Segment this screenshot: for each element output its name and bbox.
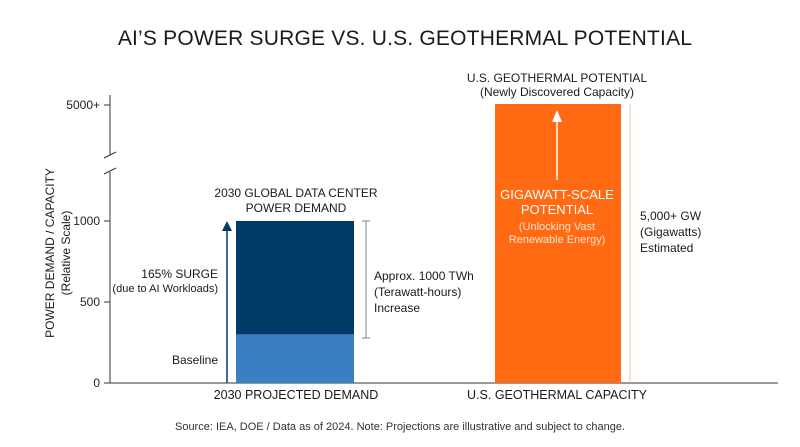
geothermal-side-line3: Estimated	[640, 241, 693, 255]
category-label-geothermal: U.S. GEOTHERMAL CAPACITY	[467, 388, 648, 402]
y-tick-label: 500	[80, 295, 100, 309]
category-label-demand: 2030 PROJECTED DEMAND	[214, 388, 379, 402]
y-tick-label: 0	[93, 376, 100, 390]
y-ticks: 0 500 1000	[73, 214, 110, 390]
demand-header-line1: 2030 GLOBAL DATA CENTER	[214, 186, 378, 200]
bar-geothermal	[495, 104, 621, 383]
axis-break-mark	[103, 151, 117, 159]
bar-demand-baseline	[236, 334, 354, 383]
y-axis-label-sub: (Relative Scale)	[59, 211, 73, 296]
increase-label-line1: Approx. 1000 TWh	[374, 269, 474, 283]
surge-sublabel: (due to AI Workloads)	[112, 283, 218, 295]
chart-title: AI’S POWER SURGE VS. U.S. GEOTHERMAL POT…	[118, 27, 692, 50]
increase-label-line3: Increase	[374, 301, 420, 315]
increase-label-line2: (Terawatt-hours)	[374, 285, 461, 299]
geothermal-inbar-line1: GIGAWATT-SCALE	[500, 187, 614, 202]
axis-break-mark	[103, 167, 117, 175]
geothermal-inbar-line4: Renewable Energy)	[509, 234, 606, 246]
geothermal-header-line1: U.S. GEOTHERMAL POTENTIAL	[467, 71, 648, 85]
geothermal-side-line1: 5,000+ GW	[640, 209, 702, 223]
y-tick-upper-label: 5000+	[66, 98, 100, 112]
geothermal-inbar-line2: POTENTIAL	[521, 202, 593, 217]
surge-label: 165% SURGE	[141, 267, 218, 281]
y-tick-label: 1000	[73, 214, 100, 228]
y-axis-label: POWER DEMAND / CAPACITY	[43, 168, 57, 338]
bar-demand-surge	[236, 221, 354, 335]
geothermal-header-line2: (Newly Discovered Capacity)	[480, 85, 634, 99]
surge-arrow-head	[222, 221, 232, 231]
baseline-label: Baseline	[172, 353, 218, 367]
source-note: Source: IEA, DOE / Data as of 2024. Note…	[175, 421, 625, 433]
demand-header-line2: POWER DEMAND	[246, 201, 347, 215]
geothermal-up-arrow-head	[552, 110, 562, 122]
geothermal-side-line2: (Gigawatts)	[640, 225, 701, 239]
geothermal-inbar-line3: (Unlocking Vast	[519, 221, 595, 233]
